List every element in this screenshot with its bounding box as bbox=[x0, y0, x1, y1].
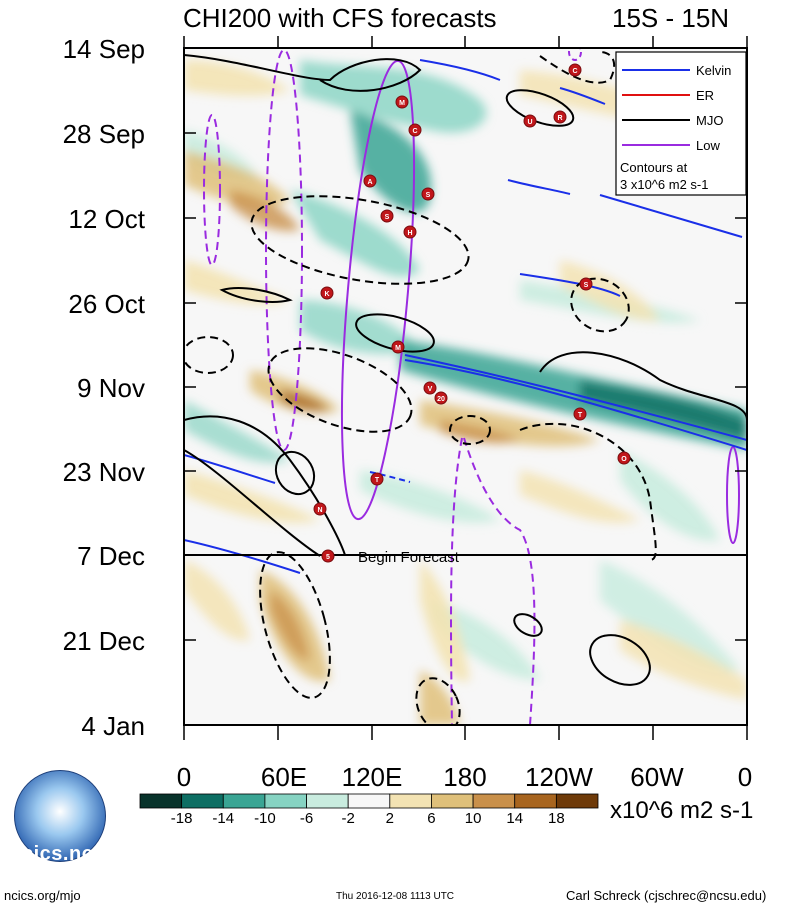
y-tick-label: 28 Sep bbox=[63, 119, 145, 149]
storm-marker: M bbox=[395, 95, 409, 109]
colorbar-unit: x10^6 m2 s-1 bbox=[610, 797, 753, 824]
axis-ticks bbox=[183, 36, 748, 740]
y-tick-label: 4 Jan bbox=[81, 711, 145, 741]
storm-marker-letter: T bbox=[578, 412, 583, 419]
footer-author: Carl Schreck (cjschrec@ncsu.edu) bbox=[566, 888, 766, 903]
storm-marker-letter: S bbox=[426, 192, 431, 199]
storm-marker-letter: C bbox=[572, 68, 577, 75]
x-tick-label: 0 bbox=[738, 762, 752, 792]
storm-marker: C bbox=[408, 123, 422, 137]
storm-marker-letter: C bbox=[412, 128, 417, 135]
storm-marker: K bbox=[320, 286, 334, 300]
storm-marker: H bbox=[403, 225, 417, 239]
footer-timestamp: Thu 2016-12-08 1113 UTC bbox=[336, 891, 454, 902]
colorbar-swatch bbox=[139, 793, 183, 809]
anomaly-shading bbox=[184, 60, 747, 725]
y-axis-labels: 14 Sep 28 Sep 12 Oct 26 Oct 9 Nov 23 Nov… bbox=[63, 34, 146, 741]
storm-marker-letter: U bbox=[527, 119, 532, 126]
y-tick-label: 12 Oct bbox=[68, 204, 145, 234]
colorbar-swatch bbox=[306, 793, 349, 809]
storm-marker-letter: O bbox=[621, 456, 627, 463]
colorbar-swatch bbox=[264, 793, 307, 809]
storm-marker-letter: V bbox=[428, 386, 433, 393]
chart-subtitle: 15S - 15N bbox=[612, 3, 729, 33]
colorbar-swatch bbox=[181, 793, 224, 809]
footer-url: ncics.org/mjo bbox=[4, 888, 81, 903]
y-tick-label: 9 Nov bbox=[77, 373, 145, 403]
legend: Kelvin ER MJO Low Contours at 3 x10^6 m2… bbox=[615, 51, 747, 196]
colorbar-swatch bbox=[389, 793, 432, 809]
storm-marker: T bbox=[370, 472, 384, 486]
legend-note: 3 x10^6 m2 s-1 bbox=[620, 177, 708, 192]
storm-marker-letter: A bbox=[367, 179, 372, 186]
colorbar-swatch bbox=[472, 793, 516, 809]
storm-marker-letter: M bbox=[395, 345, 401, 352]
storm-marker: S bbox=[380, 209, 394, 223]
x-tick-label: 120W bbox=[525, 762, 593, 792]
x-tick-label: 120E bbox=[342, 762, 403, 792]
storm-marker-letter: N bbox=[317, 507, 322, 514]
colorbar-tick-label: -14 bbox=[212, 810, 234, 827]
storm-markers: C M U R C A S S H S K M V 20 T O T N 5 bbox=[313, 63, 631, 563]
storm-marker-letter: S bbox=[385, 214, 390, 221]
colorbar-tick-label: 14 bbox=[506, 810, 523, 827]
storm-marker: 20 bbox=[434, 391, 448, 405]
colorbar-tick-label: 2 bbox=[386, 810, 394, 827]
colorbar-tick-label: 18 bbox=[548, 810, 565, 827]
y-tick-label: 23 Nov bbox=[63, 457, 145, 487]
x-tick-label: 0 bbox=[177, 762, 191, 792]
storm-marker: N bbox=[313, 502, 327, 516]
storm-marker-letter: S bbox=[584, 282, 589, 289]
legend-label: MJO bbox=[696, 113, 723, 128]
colorbar-swatch bbox=[347, 793, 391, 809]
x-axis-labels: 0 60E 120E 180 120W 60W 0 bbox=[177, 762, 752, 792]
storm-marker: A bbox=[363, 174, 377, 188]
storm-marker: S bbox=[579, 277, 593, 291]
storm-marker: U bbox=[523, 114, 537, 128]
colorbar-tick-label: 10 bbox=[465, 810, 482, 827]
colorbar-swatch bbox=[431, 793, 474, 809]
y-tick-label: 14 Sep bbox=[63, 34, 145, 64]
storm-marker-letter: T bbox=[375, 477, 380, 484]
colorbar-tick-label: -6 bbox=[300, 810, 313, 827]
storm-marker: O bbox=[617, 451, 631, 465]
storm-marker: V bbox=[423, 381, 437, 395]
storm-marker-letter: M bbox=[399, 100, 405, 107]
legend-label: Kelvin bbox=[696, 63, 731, 78]
storm-marker-letter: H bbox=[407, 230, 412, 237]
storm-marker: S bbox=[421, 187, 435, 201]
storm-marker: M bbox=[391, 340, 405, 354]
x-tick-label: 180 bbox=[443, 762, 486, 792]
x-tick-label: 60E bbox=[261, 762, 307, 792]
colorbar-swatch bbox=[555, 793, 599, 809]
storm-marker: 5 bbox=[321, 549, 335, 563]
storm-marker-letter: R bbox=[557, 115, 562, 122]
colorbar-tick-label: -2 bbox=[342, 810, 355, 827]
x-tick-label: 60W bbox=[630, 762, 684, 792]
storm-marker-letter: K bbox=[324, 291, 329, 298]
chart-title: CHI200 with CFS forecasts bbox=[183, 3, 497, 33]
colorbar-tick-label: -18 bbox=[171, 810, 193, 827]
colorbar-tick-label: -10 bbox=[254, 810, 276, 827]
storm-marker-letter: 5 bbox=[326, 554, 330, 561]
storm-marker: R bbox=[553, 110, 567, 124]
y-tick-label: 21 Dec bbox=[63, 626, 145, 656]
cics-logo bbox=[14, 770, 106, 862]
logo-text: cics.nc bbox=[22, 843, 94, 865]
colorbar: -18 -14 -10 -6 -2 2 6 10 14 18 bbox=[139, 793, 599, 827]
legend-label: Low bbox=[696, 138, 720, 153]
legend-label: ER bbox=[696, 88, 714, 103]
storm-marker: T bbox=[573, 407, 587, 421]
colorbar-tick-label: 6 bbox=[427, 810, 435, 827]
forecast-label: Begin Forecast bbox=[358, 549, 460, 566]
contour-lines bbox=[184, 48, 747, 725]
colorbar-swatch bbox=[514, 793, 557, 809]
colorbar-swatch bbox=[222, 793, 266, 809]
storm-marker: C bbox=[568, 63, 582, 77]
legend-note: Contours at bbox=[620, 160, 688, 175]
y-tick-label: 7 Dec bbox=[77, 541, 145, 571]
y-tick-label: 26 Oct bbox=[68, 289, 145, 319]
storm-marker-letter: 20 bbox=[437, 396, 445, 403]
